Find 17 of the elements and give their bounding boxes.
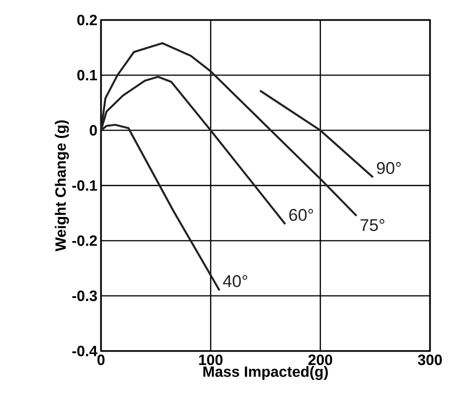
y-tick-label: -0.1 (72, 180, 98, 191)
x-tick-label: 300 (418, 354, 442, 366)
y-axis-title: Weight Change (g) (54, 120, 69, 252)
y-tick-label: -0.2 (72, 235, 97, 246)
y-tick-label: -0.3 (72, 290, 97, 302)
x-tick-label: 100 (199, 354, 223, 366)
series-label: 75° (360, 219, 384, 232)
x-axis-title: Mass Impacted(g) (203, 366, 328, 380)
x-tick-label: 0 (97, 354, 105, 366)
series-label: 90° (376, 162, 401, 174)
series-label: 40° (223, 275, 248, 288)
y-tick-label: -0.4 (72, 346, 98, 356)
y-tick-label: 0 (90, 125, 97, 136)
y-tick-label: 0.1 (77, 70, 98, 80)
y-tick-label: 0.2 (77, 14, 97, 26)
x-tick-label: 200 (308, 354, 332, 366)
series-label: 60° (289, 208, 314, 221)
